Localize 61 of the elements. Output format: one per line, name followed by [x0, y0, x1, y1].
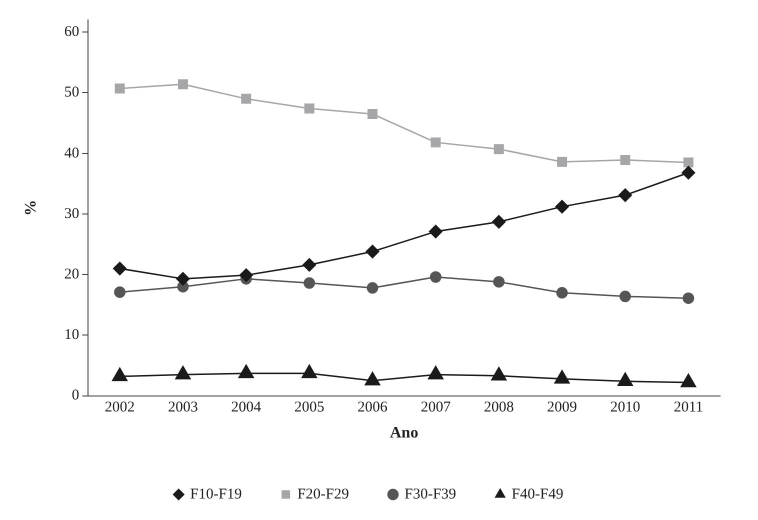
- point: [304, 277, 316, 289]
- y-axis-title: %: [22, 200, 40, 216]
- x-tick-label: 2006: [358, 400, 388, 416]
- point: [239, 268, 253, 282]
- x-tick-label: 2007: [420, 400, 452, 416]
- point: [175, 366, 191, 380]
- point: [113, 262, 127, 276]
- point: [494, 144, 504, 154]
- point: [682, 166, 696, 180]
- point: [304, 104, 314, 114]
- y-tick-label: 40: [64, 145, 80, 162]
- point: [556, 287, 568, 299]
- point: [176, 272, 190, 286]
- y-tick-label: 60: [64, 24, 80, 40]
- point: [555, 200, 569, 214]
- point: [619, 290, 631, 302]
- point: [112, 368, 128, 382]
- point: [557, 156, 568, 167]
- y-tick-label: 50: [64, 84, 80, 101]
- x-tick-label: 2005: [294, 400, 324, 416]
- x-tick-label: 2002: [104, 400, 135, 416]
- point: [364, 372, 380, 386]
- x-tick-label: 2011: [674, 400, 704, 416]
- legend-label: F10-F19: [190, 486, 242, 502]
- point: [492, 215, 506, 229]
- point: [430, 271, 442, 283]
- point: [366, 282, 378, 294]
- x-axis-title: Ano: [390, 424, 418, 442]
- x-tick-label: 2003: [168, 400, 198, 416]
- point: [430, 137, 441, 148]
- x-tick-label: 2009: [547, 400, 578, 416]
- point: [682, 292, 694, 304]
- point: [302, 364, 318, 378]
- point: [238, 364, 254, 378]
- point: [114, 84, 125, 94]
- x-tick-label: 2004: [231, 400, 262, 416]
- x-tick-label: 2010: [610, 400, 640, 416]
- point: [554, 370, 570, 384]
- point: [114, 286, 126, 298]
- point: [428, 224, 442, 238]
- point: [366, 244, 380, 258]
- legend-label: F40-F49: [512, 486, 564, 502]
- legend-label: F30-F39: [404, 486, 456, 502]
- point: [493, 276, 505, 288]
- x-tick-label: 2008: [484, 400, 514, 416]
- y-tick-label: 20: [64, 266, 80, 283]
- point: [178, 79, 188, 90]
- point: [428, 366, 444, 380]
- y-tick-label: 0: [72, 388, 80, 404]
- y-tick-label: 10: [64, 327, 80, 344]
- point: [618, 188, 632, 202]
- point: [618, 372, 633, 386]
- point: [680, 374, 696, 388]
- point: [491, 367, 507, 381]
- point: [241, 94, 252, 104]
- point: [302, 258, 316, 272]
- y-tick-label: 30: [64, 206, 80, 222]
- point: [368, 108, 378, 119]
- point: [683, 157, 694, 168]
- point: [620, 155, 630, 166]
- legend-label: F20-F29: [297, 486, 350, 502]
